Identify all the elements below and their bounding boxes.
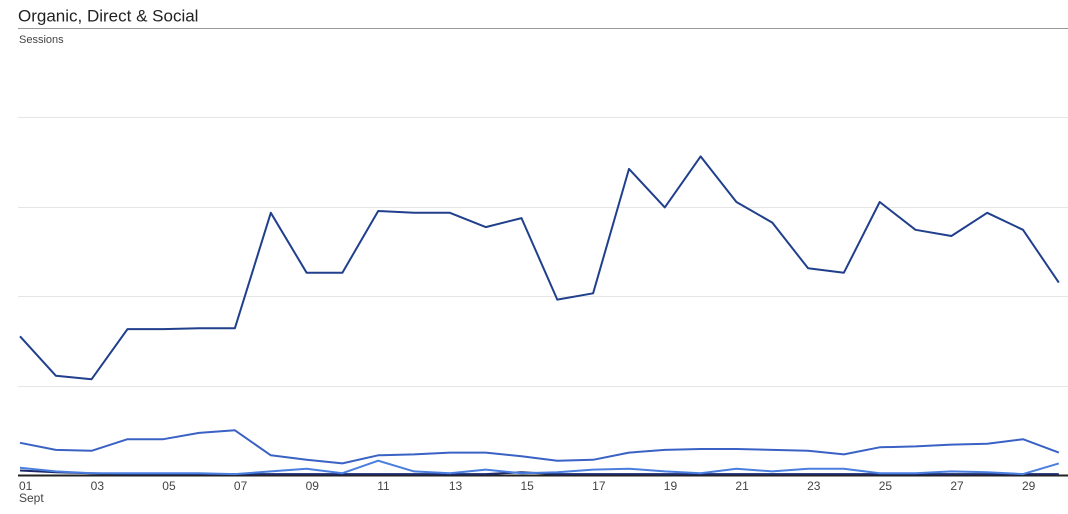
x-tick-label: 05 [162,479,176,493]
x-tick-label: 09 [306,479,320,493]
x-tick-label: 15 [521,479,535,493]
series-line [19,459,1060,476]
y-axis-label: Sessions [19,34,64,46]
x-tick-label: 19 [664,479,678,493]
x-tick-label: 17 [592,479,606,493]
x-month-label: Sept [19,491,44,505]
x-tick-label: 23 [807,479,821,493]
x-tick-label: 03 [91,479,105,493]
chart-title: Organic, Direct & Social [18,6,198,25]
x-tick-label: 13 [449,479,463,493]
x-tick-label: 21 [735,479,749,493]
x-tick-label: 01 [19,479,33,493]
x-tick-label: 07 [234,479,248,493]
series-line [19,429,1060,465]
x-tick-label: 11 [377,479,390,493]
x-tick-label: 27 [950,479,964,493]
series-line [19,155,1060,381]
x-tick-label: 25 [879,479,893,493]
x-tick-label: 29 [1022,479,1036,493]
